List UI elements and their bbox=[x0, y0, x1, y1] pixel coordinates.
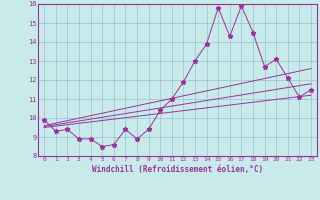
X-axis label: Windchill (Refroidissement éolien,°C): Windchill (Refroidissement éolien,°C) bbox=[92, 165, 263, 174]
